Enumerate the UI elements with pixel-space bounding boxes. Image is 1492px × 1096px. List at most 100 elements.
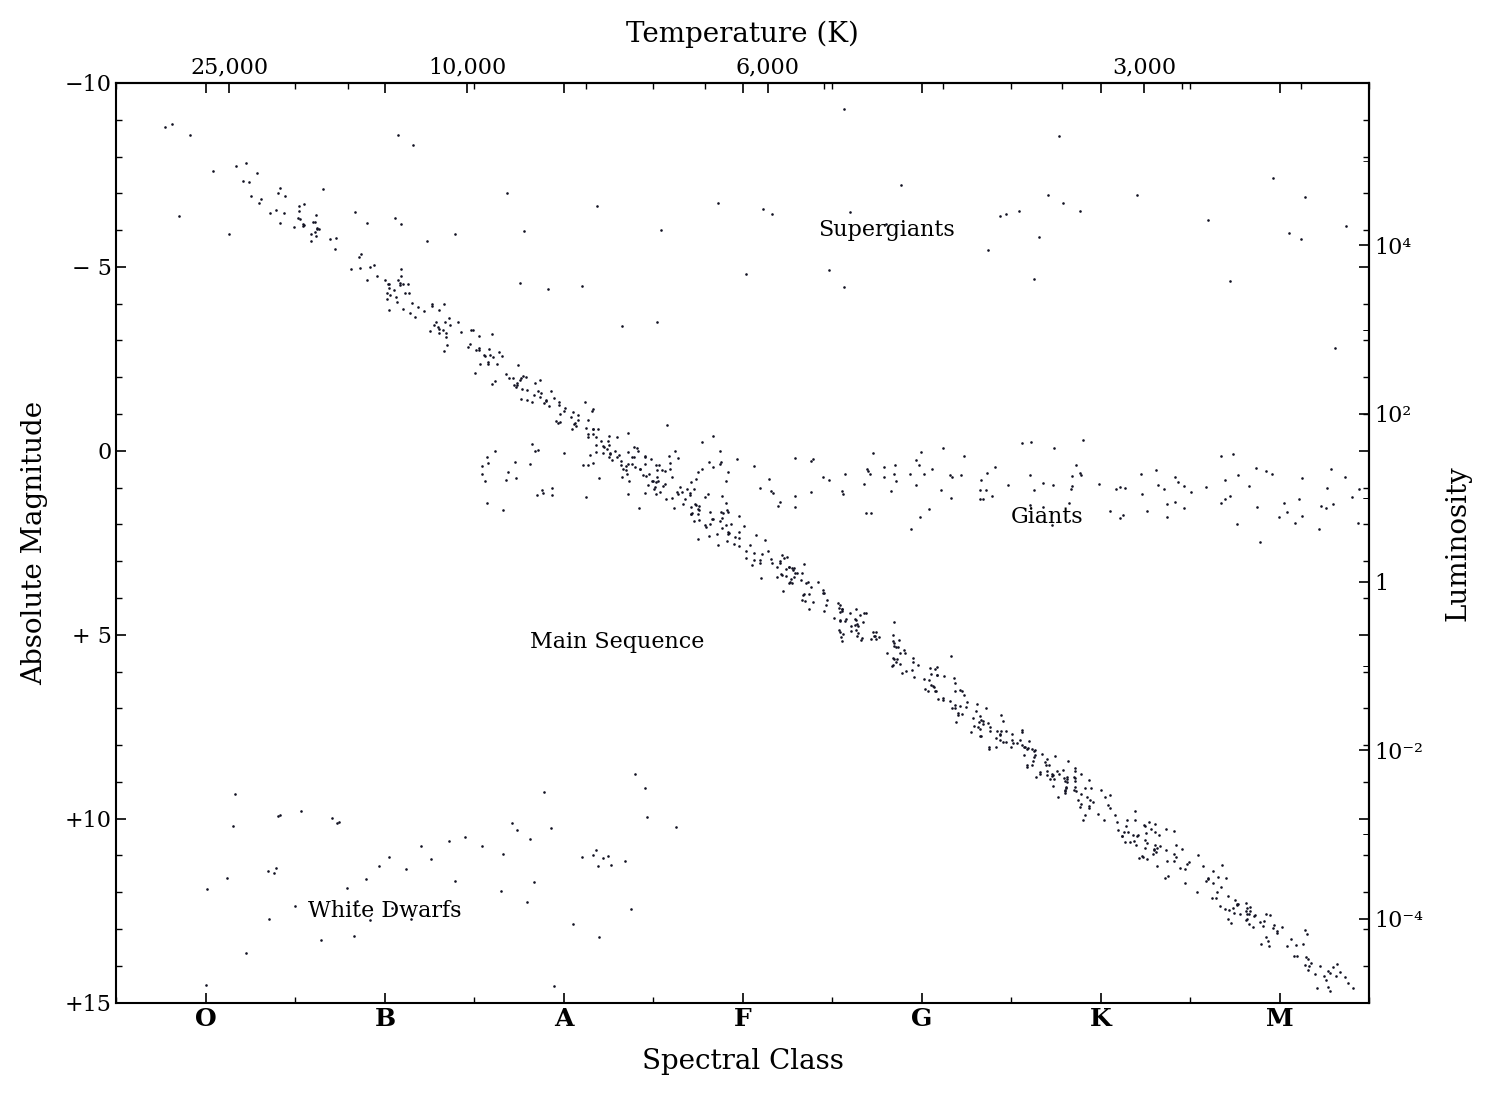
Point bbox=[1022, 481, 1046, 499]
Point bbox=[358, 259, 382, 276]
Point bbox=[716, 523, 740, 540]
Point bbox=[639, 449, 662, 467]
Point bbox=[421, 297, 445, 315]
Point bbox=[709, 503, 733, 521]
Point bbox=[292, 217, 316, 235]
Point bbox=[576, 429, 600, 446]
Point bbox=[1122, 832, 1146, 849]
Point bbox=[1256, 933, 1280, 950]
Point bbox=[1267, 509, 1291, 526]
Point bbox=[749, 479, 773, 496]
Point bbox=[301, 213, 325, 230]
Point bbox=[880, 632, 904, 650]
Point bbox=[645, 484, 668, 502]
Point bbox=[810, 582, 834, 600]
Point bbox=[1103, 806, 1126, 823]
Point bbox=[780, 559, 804, 576]
Point bbox=[983, 458, 1007, 476]
Point bbox=[310, 181, 334, 198]
Point bbox=[783, 448, 807, 466]
Point bbox=[458, 335, 482, 353]
Point bbox=[645, 313, 668, 331]
Point bbox=[1138, 820, 1162, 837]
Point bbox=[412, 302, 436, 320]
Point bbox=[609, 453, 633, 470]
Point bbox=[215, 869, 239, 887]
Point bbox=[1134, 824, 1158, 842]
Point bbox=[1177, 854, 1201, 871]
Point bbox=[524, 374, 548, 391]
Point bbox=[892, 641, 916, 659]
Point bbox=[1062, 772, 1086, 789]
Point bbox=[1056, 752, 1080, 769]
Point bbox=[257, 911, 280, 928]
Point bbox=[833, 613, 856, 630]
Point bbox=[642, 480, 665, 498]
Point bbox=[494, 365, 518, 383]
Point bbox=[812, 584, 836, 602]
Point bbox=[774, 560, 798, 578]
Point bbox=[1341, 979, 1365, 996]
Point bbox=[603, 442, 627, 459]
Point bbox=[1123, 836, 1147, 854]
Point bbox=[943, 699, 967, 717]
Point bbox=[830, 600, 853, 617]
Point bbox=[686, 502, 710, 520]
Point bbox=[830, 482, 853, 500]
Point bbox=[1064, 763, 1088, 780]
Point bbox=[1123, 811, 1147, 829]
Point bbox=[400, 911, 424, 928]
Point bbox=[415, 232, 439, 250]
Point bbox=[273, 187, 297, 205]
Point bbox=[701, 511, 725, 528]
Point bbox=[1041, 777, 1065, 795]
Point bbox=[797, 600, 821, 617]
Point bbox=[1010, 723, 1034, 741]
Point bbox=[1204, 883, 1228, 901]
Point bbox=[619, 900, 643, 917]
Point bbox=[1276, 503, 1300, 521]
Point bbox=[1308, 496, 1332, 514]
Point bbox=[597, 427, 621, 445]
Point bbox=[1120, 826, 1144, 844]
Point bbox=[713, 494, 737, 512]
Point bbox=[221, 817, 245, 834]
Point bbox=[1010, 721, 1034, 739]
Point bbox=[918, 501, 941, 518]
Point bbox=[716, 503, 740, 521]
Point bbox=[321, 809, 345, 826]
Point bbox=[1146, 840, 1170, 857]
Point bbox=[974, 465, 998, 482]
Point bbox=[662, 499, 686, 516]
Point bbox=[548, 413, 571, 431]
Point bbox=[1021, 740, 1044, 757]
Point bbox=[1258, 905, 1282, 923]
Point bbox=[409, 837, 433, 855]
Point bbox=[1222, 904, 1246, 922]
Point bbox=[1238, 898, 1262, 915]
Point bbox=[616, 424, 640, 442]
Point bbox=[349, 246, 373, 263]
Point bbox=[512, 222, 536, 240]
Point bbox=[833, 465, 856, 482]
Point bbox=[576, 456, 600, 473]
Point bbox=[844, 612, 868, 629]
Point bbox=[683, 495, 707, 513]
Point bbox=[1109, 510, 1132, 527]
Point bbox=[962, 717, 986, 734]
Point bbox=[1173, 477, 1197, 494]
Point bbox=[715, 516, 739, 534]
Point bbox=[844, 620, 868, 638]
Point bbox=[1176, 856, 1200, 874]
Point bbox=[1143, 823, 1167, 841]
Point bbox=[1156, 867, 1180, 884]
Point bbox=[968, 471, 992, 489]
Point bbox=[464, 342, 488, 359]
Point bbox=[818, 261, 841, 278]
Point bbox=[1123, 802, 1147, 820]
Point bbox=[598, 445, 622, 463]
Point bbox=[801, 594, 825, 612]
Point bbox=[1173, 500, 1197, 517]
Point bbox=[843, 616, 867, 633]
Point bbox=[977, 740, 1001, 757]
